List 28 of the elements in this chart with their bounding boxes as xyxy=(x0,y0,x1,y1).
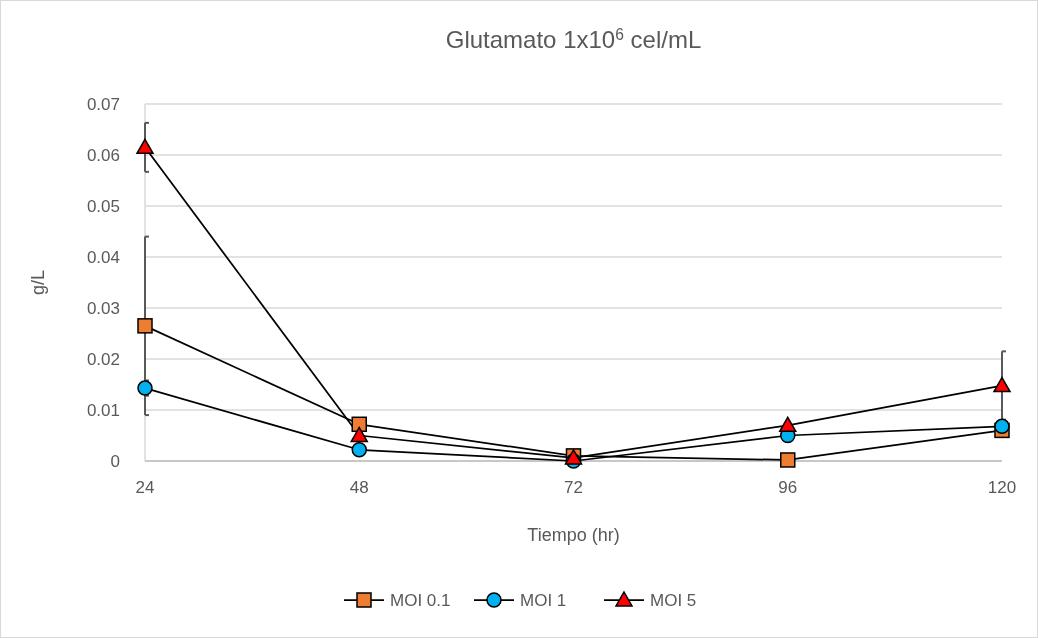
y-tick-label: 0 xyxy=(110,452,120,471)
point xyxy=(137,380,153,396)
point xyxy=(350,426,368,443)
y-tick-label: 0.05 xyxy=(86,197,120,216)
point xyxy=(351,442,367,458)
legend-label: MOI 5 xyxy=(650,591,697,610)
point xyxy=(136,138,154,155)
legend-label: MOI 1 xyxy=(520,591,567,610)
x-tick-label: 48 xyxy=(349,478,369,497)
y-tick-label: 0.02 xyxy=(86,350,120,369)
x-tick-label: 120 xyxy=(987,478,1017,497)
point xyxy=(994,418,1010,435)
point xyxy=(993,376,1011,393)
x-tick-label: 72 xyxy=(564,478,583,497)
y-tick-label: 0.07 xyxy=(86,95,120,114)
y-axis-title: g/L xyxy=(28,269,48,296)
legend-label: MOI 0.1 xyxy=(390,591,451,610)
y-tick-label: 0.06 xyxy=(86,146,120,165)
y-tick-label: 0.01 xyxy=(86,401,120,420)
x-tick-label: 24 xyxy=(135,478,155,497)
point xyxy=(137,318,153,334)
chart-title: Glutamato 1x10$^{6}$ cel/mL xyxy=(445,25,702,53)
x-tick-label: 96 xyxy=(778,478,798,497)
x-axis-title: Tiempo (hr) xyxy=(527,525,620,545)
point xyxy=(780,452,796,468)
y-tick-label: 0.04 xyxy=(86,248,120,267)
y-tick-label: 0.03 xyxy=(86,299,120,318)
point xyxy=(779,416,797,433)
